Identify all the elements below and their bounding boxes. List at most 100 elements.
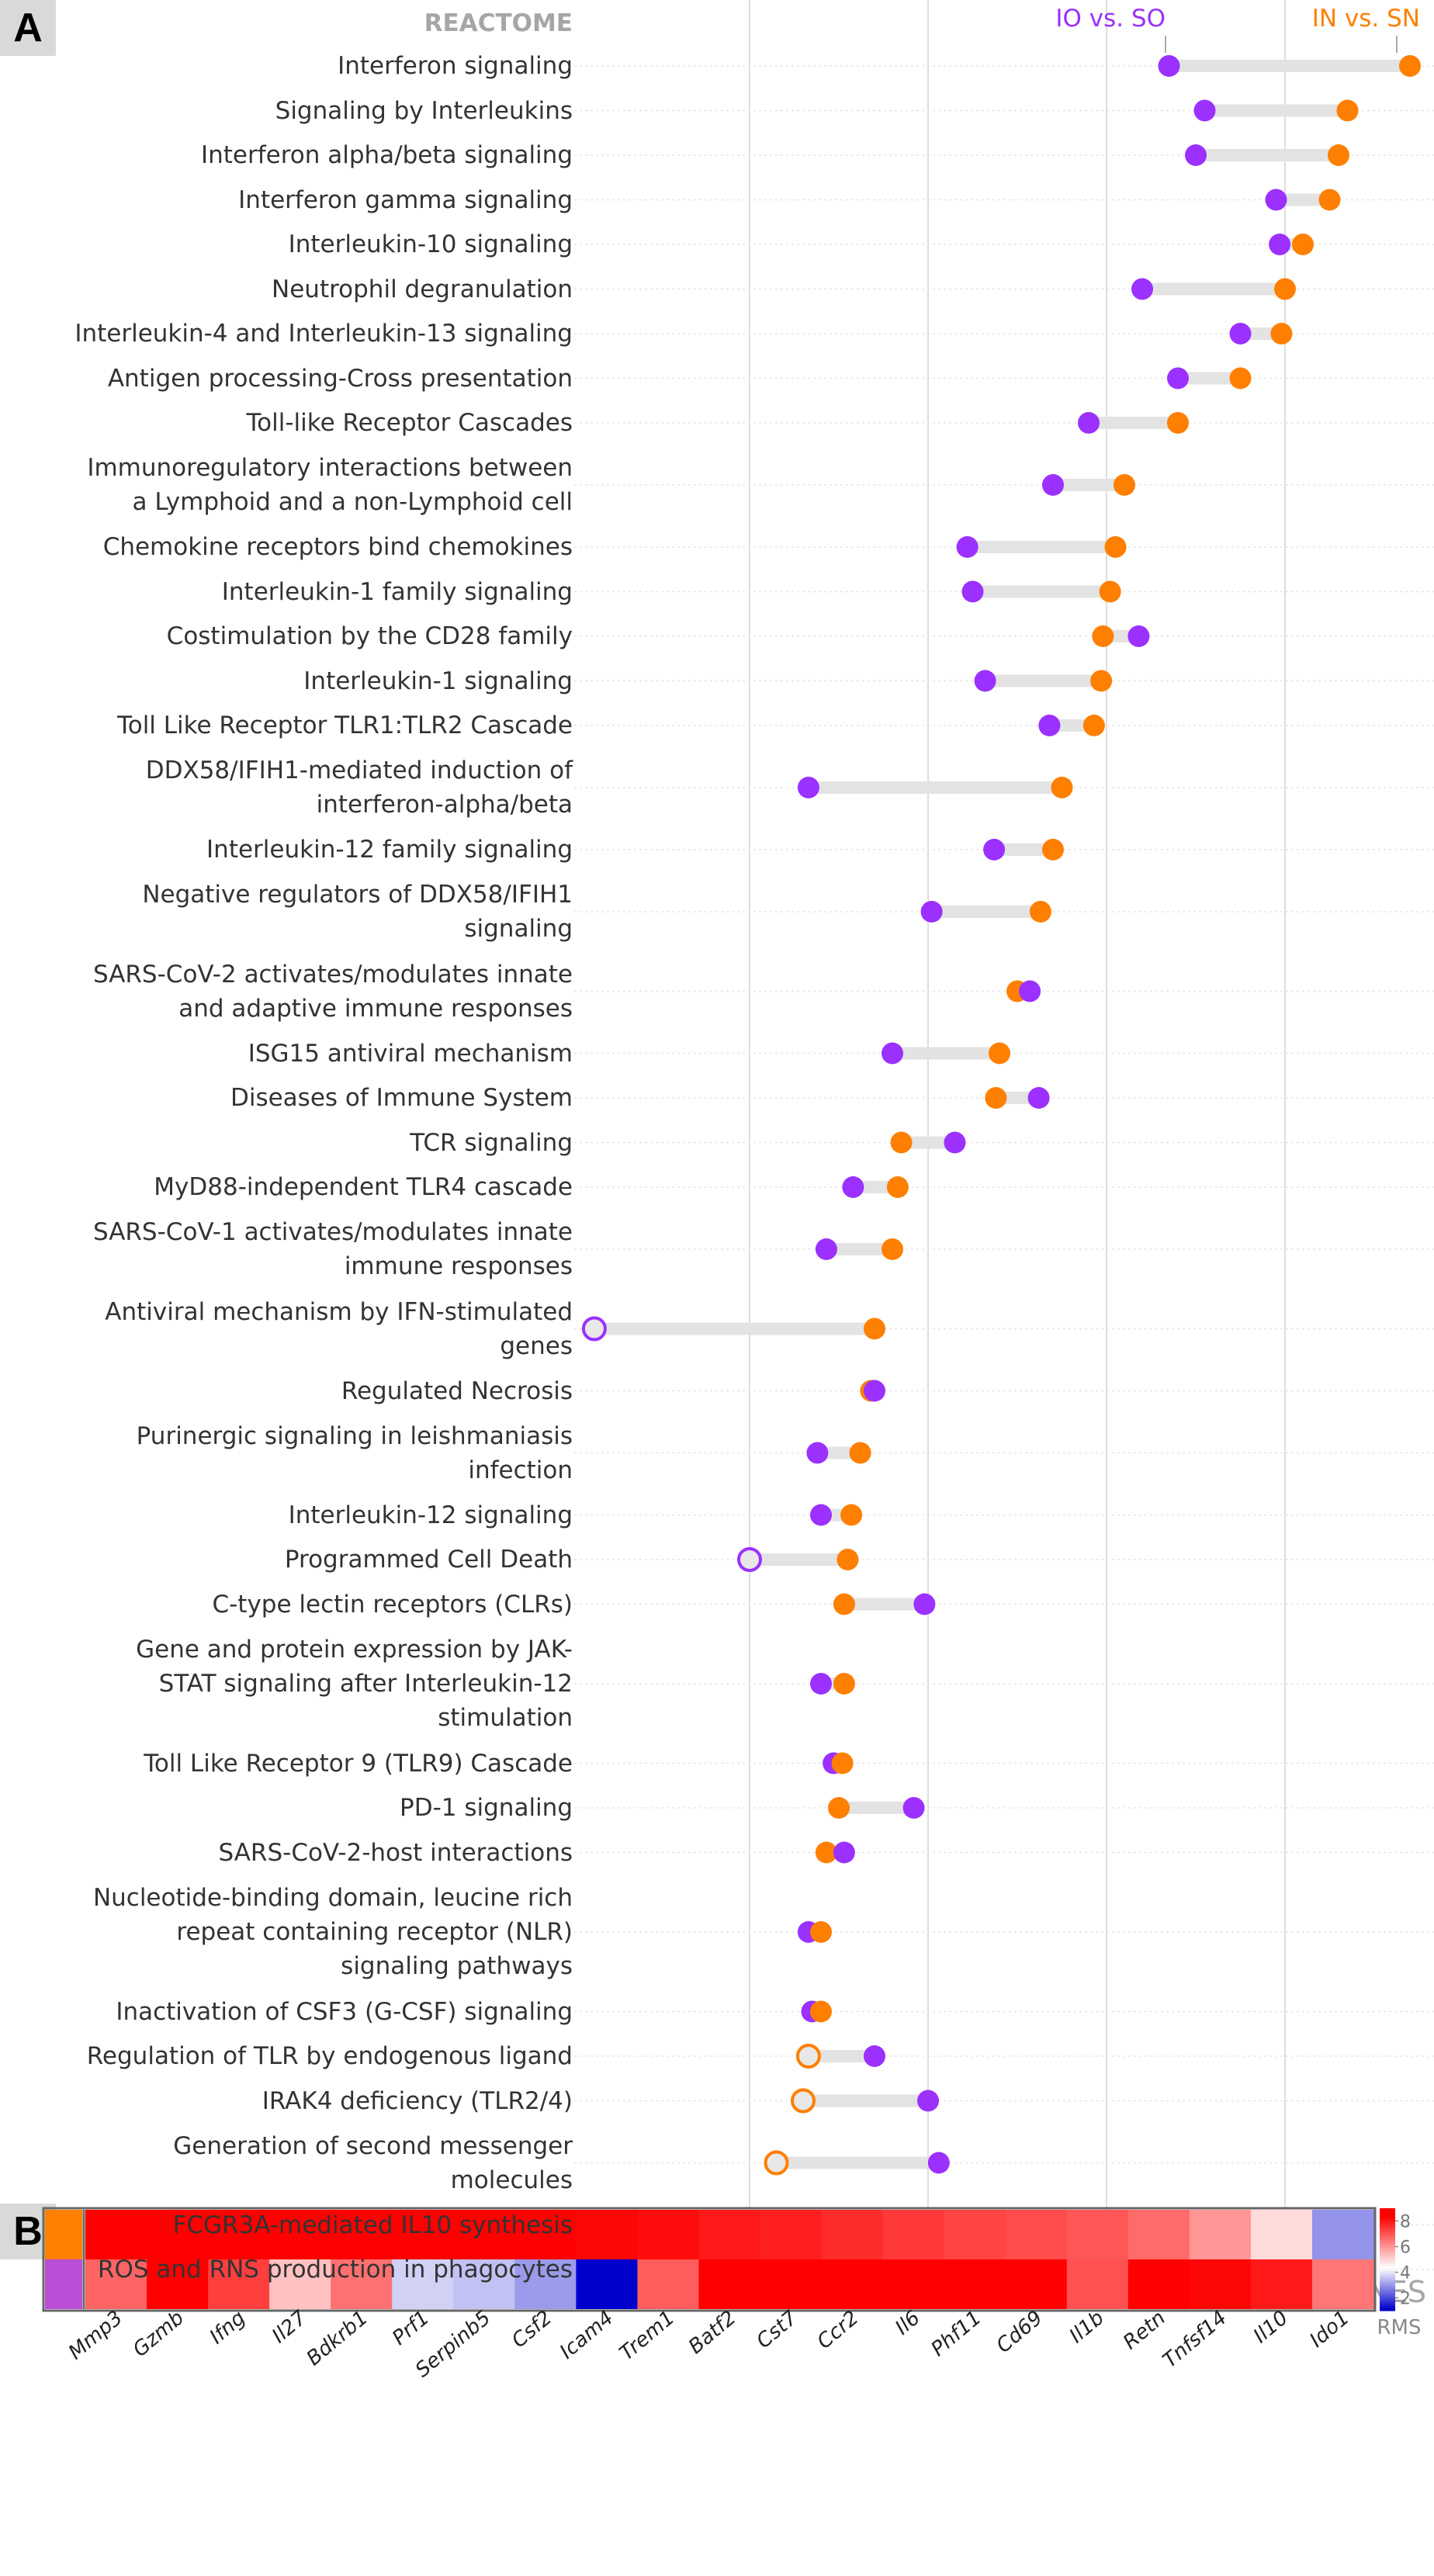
pathway-label-line: Generation of second messenger [173,2131,573,2160]
io-vs-so-point [1019,980,1041,1002]
in-vs-sn-point [1328,144,1349,166]
pathway-label-line: IRAK4 deficiency (TLR2/4) [262,2086,573,2115]
pathway-label-line: Interleukin-1 signaling [303,667,573,695]
in-vs-sn-point [849,1442,871,1464]
pathway-label-line: repeat containing receptor (NLR) [176,1918,573,1946]
legend-gradient-step [1380,2243,1395,2246]
in-vs-sn-point [836,1549,859,1570]
pathway-label-line: SARS-CoV-1 activates/modulates innate [92,1218,573,1246]
heatmap-cell [698,2259,761,2309]
pathway-label-line: Toll-like Receptor Cascades [246,409,573,437]
io-vs-so-point [810,1673,832,1695]
heatmap-cell [760,2210,823,2259]
io-vs-so-point [581,1316,607,1342]
pathway-label: Regulation of TLR by endogenous ligand [0,2039,573,2073]
pathway-label-line: stimulation [438,1704,573,1732]
legend-gradient-step [1380,2278,1395,2281]
heatmap-cell [453,2210,515,2259]
legend-gradient-step [1380,2245,1395,2249]
pathway-label: Interleukin-4 and Interleukin-13 signali… [0,317,573,351]
gene-label: Prf1 [388,2306,434,2349]
pathway-label: Interferon signaling [0,49,573,83]
in-vs-sn-point [1090,670,1113,692]
gene-label: Gzmb [129,2306,189,2362]
io-vs-so-point [1185,144,1207,166]
in-vs-sn-point [1318,189,1341,211]
pathway-label-line: signaling [464,915,573,943]
legend-gradient-step [1380,2280,1395,2283]
gene-label: Retn [1119,2306,1170,2354]
legend-gradient-step [1380,2215,1395,2218]
io-vs-so-point [1269,234,1291,255]
pathway-label-line: Costimulation by the CD28 family [166,622,573,650]
legend-gradient-step [1380,2211,1395,2214]
legend-gradient-step [1380,2227,1395,2230]
heatmap-cell [821,2259,884,2309]
legend-gradient-step [1380,2273,1395,2277]
legend-gradient-step [1380,2250,1395,2253]
heatmap-cell [637,2259,699,2309]
heatmap-cell [269,2259,331,2309]
dot-layer [581,55,1421,2282]
in-vs-sn-point [815,1841,837,1864]
in-vs-sn-point [1092,625,1114,647]
legend-gradient-step [1380,2304,1395,2307]
pathway-label: Neutrophil degranulation [0,272,573,306]
heatmap-frame [42,2207,1377,2312]
heatmap-cell [514,2259,577,2309]
heatmap-cell [1250,2210,1313,2259]
legend-gradient-step [1380,2276,1395,2279]
pathway-label: Diseases of Immune System [0,1081,573,1115]
pathway-label-line: Regulation of TLR by endogenous ligand [86,2042,573,2070]
in-vs-sn-point [1167,412,1189,434]
in-vs-sn-point [833,1593,855,1615]
io-vs-so-point [815,1238,837,1260]
pathway-label-line: Interleukin-10 signaling [288,230,573,258]
gene-label: Tnfsf14 [1159,2306,1231,2373]
io-vs-so-point [1193,99,1216,122]
gene-label: Ido1 [1305,2306,1354,2352]
legend-tick-label: 6 [1400,2238,1411,2258]
pathway-label-line: Immunoregulatory interactions between [87,454,573,482]
gene-label: Il10 [1249,2306,1293,2348]
pathway-label-line: Interleukin-12 family signaling [206,836,573,864]
io-vs-so-point [737,1547,762,1572]
pathway-label-line: Interferon alpha/beta signaling [200,141,573,169]
pathway-label: ISG15 antiviral mechanism [0,1037,573,1071]
io-vs-so-point [810,1504,832,1526]
pathway-label: Inactivation of CSF3 (G-CSF) signaling [0,1995,573,2029]
in-vs-sn-point [840,1504,863,1526]
pathway-label: Interleukin-1 family signaling [0,575,573,609]
heatmap-cell [85,2259,147,2309]
in-vs-sn-point [1229,367,1252,390]
heatmap-cell [1066,2210,1129,2259]
pathway-label: Toll Like Receptor TLR1:TLR2 Cascade [0,708,573,743]
heatmap-cell [944,2259,1006,2309]
pathway-label: Interleukin-12 family signaling [0,833,573,867]
pathway-label-line: Toll Like Receptor 9 (TLR9) Cascade [144,1749,573,1778]
pathway-label-line: interferon-alpha/beta [316,791,573,819]
in-vs-sn-point [795,2044,821,2069]
heatmap-cell [85,2210,147,2259]
pathway-label-line: and adaptive immune responses [178,994,573,1023]
chart-title: REACTOME [424,9,573,37]
gene-label: Bdkrb1 [303,2306,373,2370]
pathway-label-line: SARS-CoV-2-host interactions [218,1838,573,1867]
grid-layer [574,0,1434,2285]
heatmap-cell [1005,2210,1068,2259]
heatmap-cell [1311,2210,1374,2259]
in-vs-sn-point [1104,536,1127,558]
heatmap-cell [576,2210,638,2259]
legend-gradient-step [1380,2287,1395,2290]
pathway-label-line: Regulated Necrosis [341,1376,573,1405]
pathway-label-line: MyD88-independent TLR4 cascade [154,1173,573,1201]
legend-gradient-step [1380,2231,1395,2235]
panel-label-a: A [0,0,56,56]
pathway-label-line: signaling pathways [341,1952,573,1980]
io-vs-so-point [927,2152,950,2174]
legend-gradient-step [1380,2285,1395,2288]
heatmap-cell [944,2210,1006,2259]
pathway-label-line: Signaling by Interleukins [275,96,573,125]
